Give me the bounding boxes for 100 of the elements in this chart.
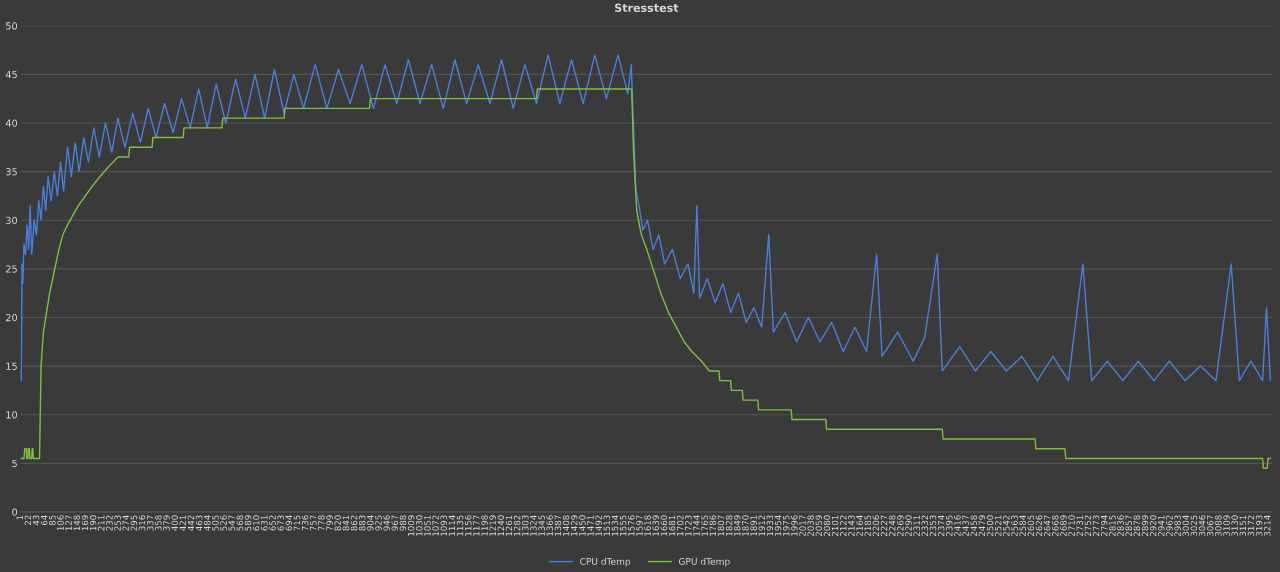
x-tick-label: 421 (179, 515, 186, 531)
x-tick-label: 1660 (660, 515, 668, 536)
x-tick-label: 1324 (530, 515, 537, 536)
x-tick-label: 2941 (1158, 515, 1165, 536)
x-tick-label: 967 (391, 515, 399, 531)
x-tick-label: 2836 (1117, 515, 1124, 536)
x-tick-label: 2668 (1052, 515, 1059, 536)
x-tick-label: 2605 (1027, 515, 1035, 536)
x-tick-label: 3172 (1247, 515, 1255, 536)
x-tick-label: 2983 (1174, 515, 1181, 536)
x-tick-label: 169 (81, 515, 89, 531)
x-tick-label: 2206 (872, 515, 880, 536)
x-tick-label: 295 (130, 515, 138, 531)
x-tick-label: 1702 (676, 515, 684, 536)
x-tick-label: 820 (334, 515, 341, 531)
x-tick-label: 1093 (440, 515, 447, 536)
x-tick-label: 1828 (725, 515, 733, 536)
x-tick-label: 1849 (734, 515, 741, 536)
x-tick-label: 1261 (505, 515, 513, 536)
x-tick-label: 610 (252, 515, 260, 531)
x-tick-label: 2017 (799, 515, 806, 536)
x-tick-label: 2962 (1166, 515, 1173, 536)
x-tick-label: 1954 (774, 515, 782, 536)
x-tick-label: 463 (195, 515, 203, 531)
y-tick-label: 40 (5, 119, 18, 127)
x-tick-label: 1975 (782, 515, 790, 536)
y-tick-label: 20 (6, 313, 18, 322)
y-tick-label: 10 (6, 411, 18, 419)
x-tick-label: 862 (350, 515, 358, 531)
x-tick-label: 2059 (815, 515, 823, 536)
x-tick-label: 547 (228, 515, 235, 531)
x-tick-label: 1744 (693, 515, 700, 536)
x-tick-label: 190 (89, 515, 97, 531)
x-tick-label: 631 (261, 515, 268, 531)
x-tick-label: 337 (146, 515, 154, 531)
x-tick-label: 1723 (685, 515, 692, 536)
x-tick-label: 1156 (464, 515, 472, 536)
x-tick-label: 3025 (1190, 515, 1198, 536)
x-tick-label: 1681 (668, 515, 676, 536)
x-tick-label: 694 (285, 515, 293, 531)
x-tick-label: 2416 (954, 515, 961, 536)
x-tick-label: 1870 (742, 515, 749, 536)
x-tick-label: 1450 (579, 515, 586, 536)
x-tick-label: 3130 (1231, 515, 1238, 536)
x-tick-label: 1366 (546, 515, 553, 536)
x-tick-label: 1912 (758, 515, 765, 536)
x-tick-label: 1996 (791, 515, 798, 536)
x-tick-label: 1303 (522, 515, 529, 536)
x-tick-label: 1555 (619, 515, 627, 536)
x-tick-label: 253 (114, 515, 121, 531)
line-series (20, 54, 1272, 382)
x-tick-label: 736 (301, 515, 309, 531)
x-tick-label: 64 (40, 515, 48, 526)
x-tick-label: 1282 (513, 515, 521, 536)
x-tick-label: 2920 (1149, 515, 1157, 536)
x-tick-label: 3214 (1264, 515, 1271, 536)
x-tick-label: 757 (310, 515, 317, 531)
x-tick-label: 1429 (570, 515, 578, 536)
x-tick-label: 3046 (1198, 515, 1206, 536)
x-tick-label: 2185 (864, 515, 871, 536)
x-tick-label: 211 (98, 515, 105, 531)
x-tick-label: 2731 (1076, 515, 1083, 536)
x-tick-label: 1618 (644, 515, 651, 536)
x-tick-label: 232 (106, 515, 113, 531)
x-tick-label: 85 (49, 515, 56, 526)
x-tick-label: 484 (204, 515, 211, 531)
x-tick-label: 2626 (1035, 515, 1043, 536)
x-tick-label: 316 (138, 515, 146, 531)
x-tick-label: 43 (32, 515, 40, 526)
x-tick-label: 1198 (481, 515, 488, 536)
x-tick-label: 2710 (1068, 515, 1075, 536)
x-tick-label: 1072 (432, 515, 439, 536)
x-tick-label: 2584 (1019, 515, 1026, 536)
x-tick-label: 988 (399, 515, 407, 531)
x-tick-label: 2269 (897, 515, 904, 536)
x-tick-label: 1009 (407, 515, 415, 536)
y-tick-label: 45 (5, 70, 17, 79)
x-tick-label: 2353 (929, 515, 937, 536)
x-tick-label: 2794 (1100, 515, 1108, 536)
x-tick-label: 2164 (856, 515, 863, 536)
x-tick-label: 1177 (473, 515, 480, 536)
x-tick-label: 3151 (1239, 515, 1247, 536)
x-tick-label: 1387 (554, 515, 562, 536)
x-tick-label: 3193 (1255, 515, 1263, 536)
x-tick-label: 2899 (1141, 515, 1149, 536)
x-tick-label: 400 (171, 515, 178, 531)
x-tick-label: 2689 (1060, 515, 1067, 536)
x-tick-label: 946 (383, 515, 390, 531)
line-series (20, 88, 1272, 469)
x-tick-label: 568 (236, 515, 244, 531)
x-tick-label: 1492 (595, 515, 602, 536)
x-tick-label: 2563 (1011, 515, 1018, 536)
x-tick-label: 2290 (905, 515, 912, 536)
x-tick-label: 1513 (603, 515, 611, 536)
x-tick-label: 2437 (962, 515, 969, 536)
x-tick-label: 1597 (636, 515, 643, 536)
x-tick-label: 2815 (1109, 515, 1116, 536)
x-tick-label: 778 (318, 515, 325, 531)
x-tick-label: 379 (163, 515, 170, 531)
x-tick-label: 1471 (587, 515, 594, 536)
